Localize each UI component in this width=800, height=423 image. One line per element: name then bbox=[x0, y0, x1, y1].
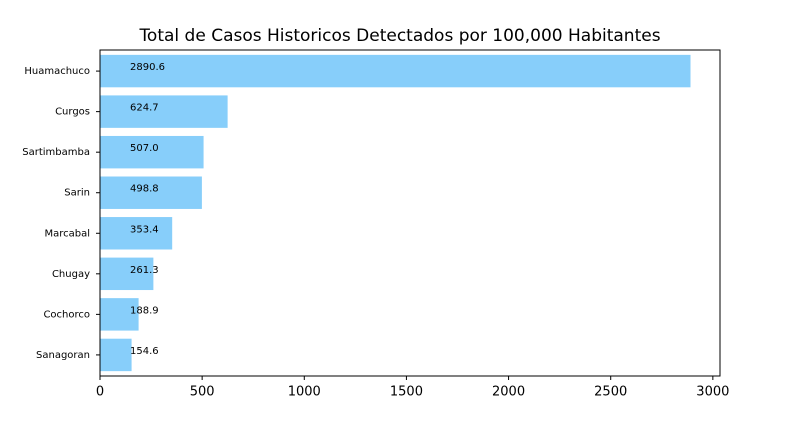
bar bbox=[100, 257, 154, 291]
y-tick-label: Sartimbamba bbox=[22, 147, 90, 158]
chart-title: Total de Casos Historicos Detectados por… bbox=[138, 26, 660, 46]
x-tick-label: 2000 bbox=[492, 385, 525, 400]
x-tick-label: 0 bbox=[96, 385, 104, 400]
value-label: 188.9 bbox=[130, 305, 159, 316]
x-tick-label: 500 bbox=[190, 385, 215, 400]
value-label: 261.3 bbox=[130, 265, 159, 276]
value-label: 353.4 bbox=[130, 224, 159, 235]
value-label: 624.7 bbox=[130, 103, 159, 114]
value-label: 507.0 bbox=[130, 143, 159, 154]
y-tick-label: Sanagoran bbox=[36, 350, 90, 361]
y-tick-label: Huamachuco bbox=[24, 66, 90, 77]
bar bbox=[100, 176, 202, 209]
x-tick-label: 3000 bbox=[696, 385, 729, 400]
plot-frame bbox=[99, 49, 721, 377]
bar bbox=[100, 135, 204, 169]
x-tick-label: 1000 bbox=[288, 385, 321, 400]
bar bbox=[100, 338, 132, 372]
y-tick-label: Curgos bbox=[55, 107, 90, 118]
bar bbox=[100, 54, 691, 88]
bar bbox=[100, 95, 228, 128]
bar bbox=[100, 298, 139, 331]
value-label: 2890.6 bbox=[130, 62, 165, 73]
value-label: 498.8 bbox=[130, 184, 159, 195]
value-label: 154.6 bbox=[130, 346, 159, 357]
x-tick-label: 2500 bbox=[594, 385, 627, 400]
y-tick-label: Sarin bbox=[64, 188, 90, 199]
y-tick-label: Chugay bbox=[52, 269, 90, 280]
bar bbox=[100, 217, 173, 250]
y-tick-label: Marcabal bbox=[44, 228, 90, 239]
y-tick-label: Cochorco bbox=[43, 309, 90, 320]
x-tick-label: 1500 bbox=[390, 385, 423, 400]
